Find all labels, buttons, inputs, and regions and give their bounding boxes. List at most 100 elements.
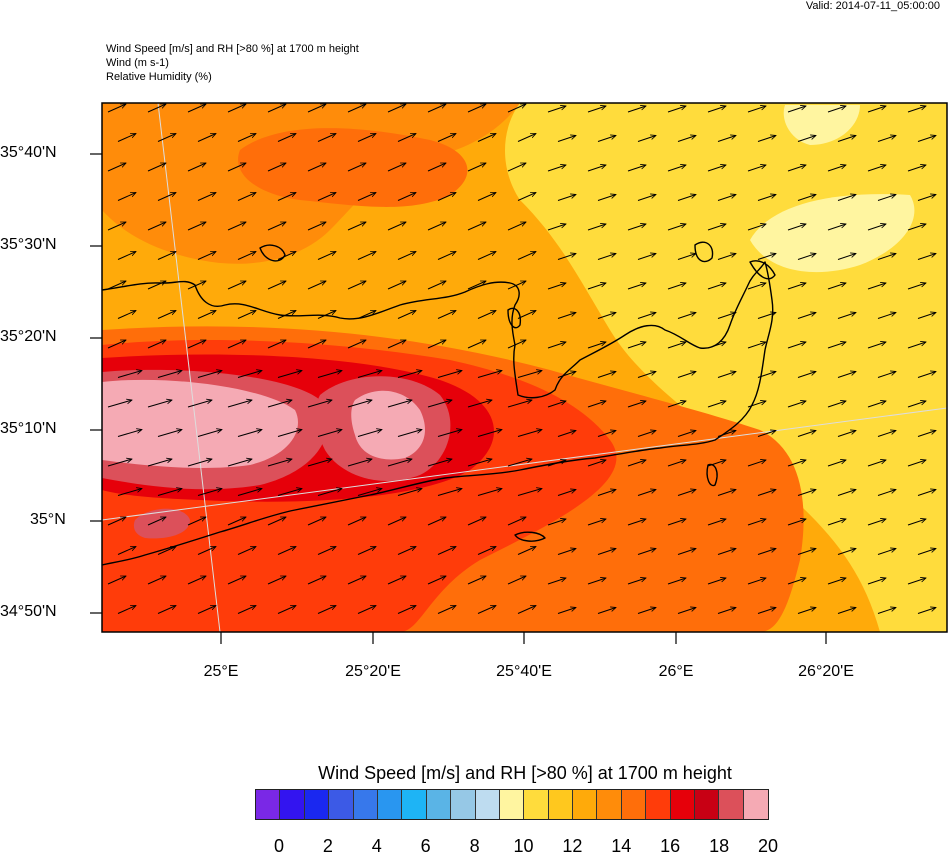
wind-arrow [347, 280, 366, 290]
wind-arrow [357, 192, 376, 201]
colorbar-tick-label: 4 [371, 836, 382, 856]
wind-arrow [867, 342, 886, 349]
wind-arrow [627, 283, 646, 290]
colorbar-swatch [621, 790, 647, 819]
wind-arrow [867, 519, 886, 526]
wind-arrow [347, 575, 366, 585]
wind-arrow [867, 401, 886, 408]
wind-arrow [387, 459, 412, 467]
wind-arrow [357, 251, 376, 260]
wind-arrow [557, 372, 576, 378]
wind-arrow [387, 575, 406, 585]
wind-arrow [317, 192, 336, 201]
wind-arrow [347, 162, 366, 172]
wind-arrow [477, 430, 502, 437]
wind-arrow [437, 371, 462, 378]
colorbar-swatch [695, 790, 720, 819]
wind-arrow [667, 283, 686, 290]
wind-arrow [747, 578, 766, 585]
wind-arrow [387, 162, 406, 172]
wind-arrow [117, 371, 142, 378]
wind-arrow [517, 133, 536, 142]
wind-arrow [797, 313, 816, 319]
wind-arrow [197, 546, 216, 555]
wind-arrow [787, 106, 806, 113]
wind-arrow [797, 136, 816, 142]
wind-arrow [507, 459, 532, 467]
wind-arrow [587, 578, 606, 585]
wind-arrow [837, 195, 856, 201]
wind-arrow [147, 516, 166, 526]
wind-arrow [147, 339, 166, 349]
wind-arrow [517, 546, 536, 555]
wind-arrow [427, 400, 452, 408]
wind-arrow [707, 519, 726, 526]
wind-arrow [547, 342, 566, 349]
wind-arrow [117, 192, 136, 201]
wind-arrow [547, 401, 566, 408]
wind-arrow [467, 400, 492, 408]
wind-arrow [677, 313, 696, 319]
wind-arrow [397, 371, 422, 378]
wind-arrow [707, 460, 726, 467]
wind-arrow [277, 546, 296, 555]
wind-arrow [197, 192, 216, 201]
wind-arrow [917, 313, 936, 319]
wind-arrow [157, 133, 176, 142]
wind-arrow [837, 431, 856, 437]
wind-arrow [357, 371, 382, 378]
wind-arrow [317, 133, 336, 142]
wind-arrow [757, 372, 776, 378]
wind-arrow [157, 192, 176, 201]
wind-arrow [267, 400, 292, 408]
colorbar-swatch [743, 790, 769, 819]
wind-arrow [477, 489, 502, 496]
wind-arrow [437, 605, 456, 614]
wind-arrow [707, 224, 726, 231]
wind-arrow [627, 401, 646, 408]
wind-arrow [227, 339, 246, 349]
wind-arrow [837, 549, 856, 555]
wind-arrow [277, 430, 302, 437]
wind-arrow [267, 339, 286, 349]
wind-arrow [517, 605, 536, 614]
colorbar-swatch [573, 790, 598, 819]
wind-arrow [917, 254, 936, 260]
title-relative-humidity: Relative Humidity (%) [106, 71, 212, 83]
wind-arrow [917, 372, 936, 378]
wind-arrow [627, 519, 646, 526]
wind-arrow [677, 136, 696, 142]
wind-arrow [627, 106, 646, 113]
valid-time: Valid: 2014-07-11_05:00:00 [805, 0, 940, 12]
wind-arrow [587, 165, 606, 172]
wind-arrow [797, 549, 816, 555]
wind-arrow [107, 575, 126, 585]
wind-arrow [827, 165, 846, 172]
wind-arrow [587, 224, 606, 231]
colorbar-swatch [475, 790, 500, 819]
wind-arrow [717, 254, 736, 260]
wind-arrow [797, 254, 816, 260]
wind-arrow [797, 490, 816, 496]
graticule [102, 103, 947, 632]
wind-arrow [397, 251, 416, 260]
wind-arrow [157, 489, 182, 496]
colorbar-swatch [499, 790, 525, 819]
wind-arrow [787, 519, 806, 526]
wind-arrow [677, 372, 696, 378]
wind-arrow [507, 400, 532, 408]
wind-arrow [507, 339, 526, 349]
wind-arrow [427, 162, 446, 172]
wind-arrow [827, 460, 846, 467]
wind-arrow [267, 162, 286, 172]
wind-arrow [667, 165, 686, 172]
wind-arrow [747, 342, 766, 349]
wind-arrow [627, 460, 646, 467]
wind-arrow [907, 519, 926, 526]
wind-arrow [277, 133, 296, 142]
wind-arrow [307, 221, 326, 231]
wind-arrow [677, 549, 696, 555]
wind-arrow [787, 401, 806, 408]
wind-arrow [107, 221, 126, 231]
colorbar-tick-label: 14 [611, 836, 632, 856]
